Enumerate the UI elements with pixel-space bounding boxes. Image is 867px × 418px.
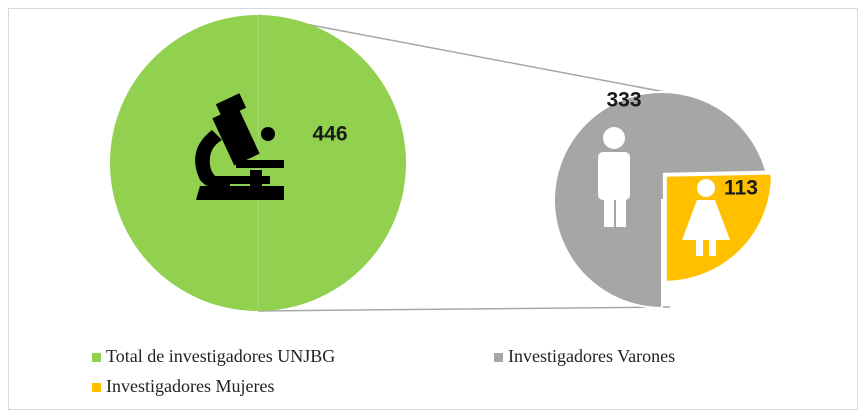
connector-line [257,14,666,93]
data-label: 446 [312,123,347,146]
man-icon [598,127,630,227]
legend-label: Investigadores Mujeres [106,376,274,396]
data-label: 333 [606,89,641,112]
legend-swatch [92,383,101,392]
legend-swatch [494,353,503,362]
woman-icon [682,179,730,256]
legend-swatch [92,353,101,362]
legend-label: Total de investigadores UNJBG [106,346,335,366]
legend-label: Investigadores Varones [508,346,675,366]
connector-line [257,306,671,312]
microscope-icon [195,93,284,200]
data-label: 113 [724,177,758,200]
